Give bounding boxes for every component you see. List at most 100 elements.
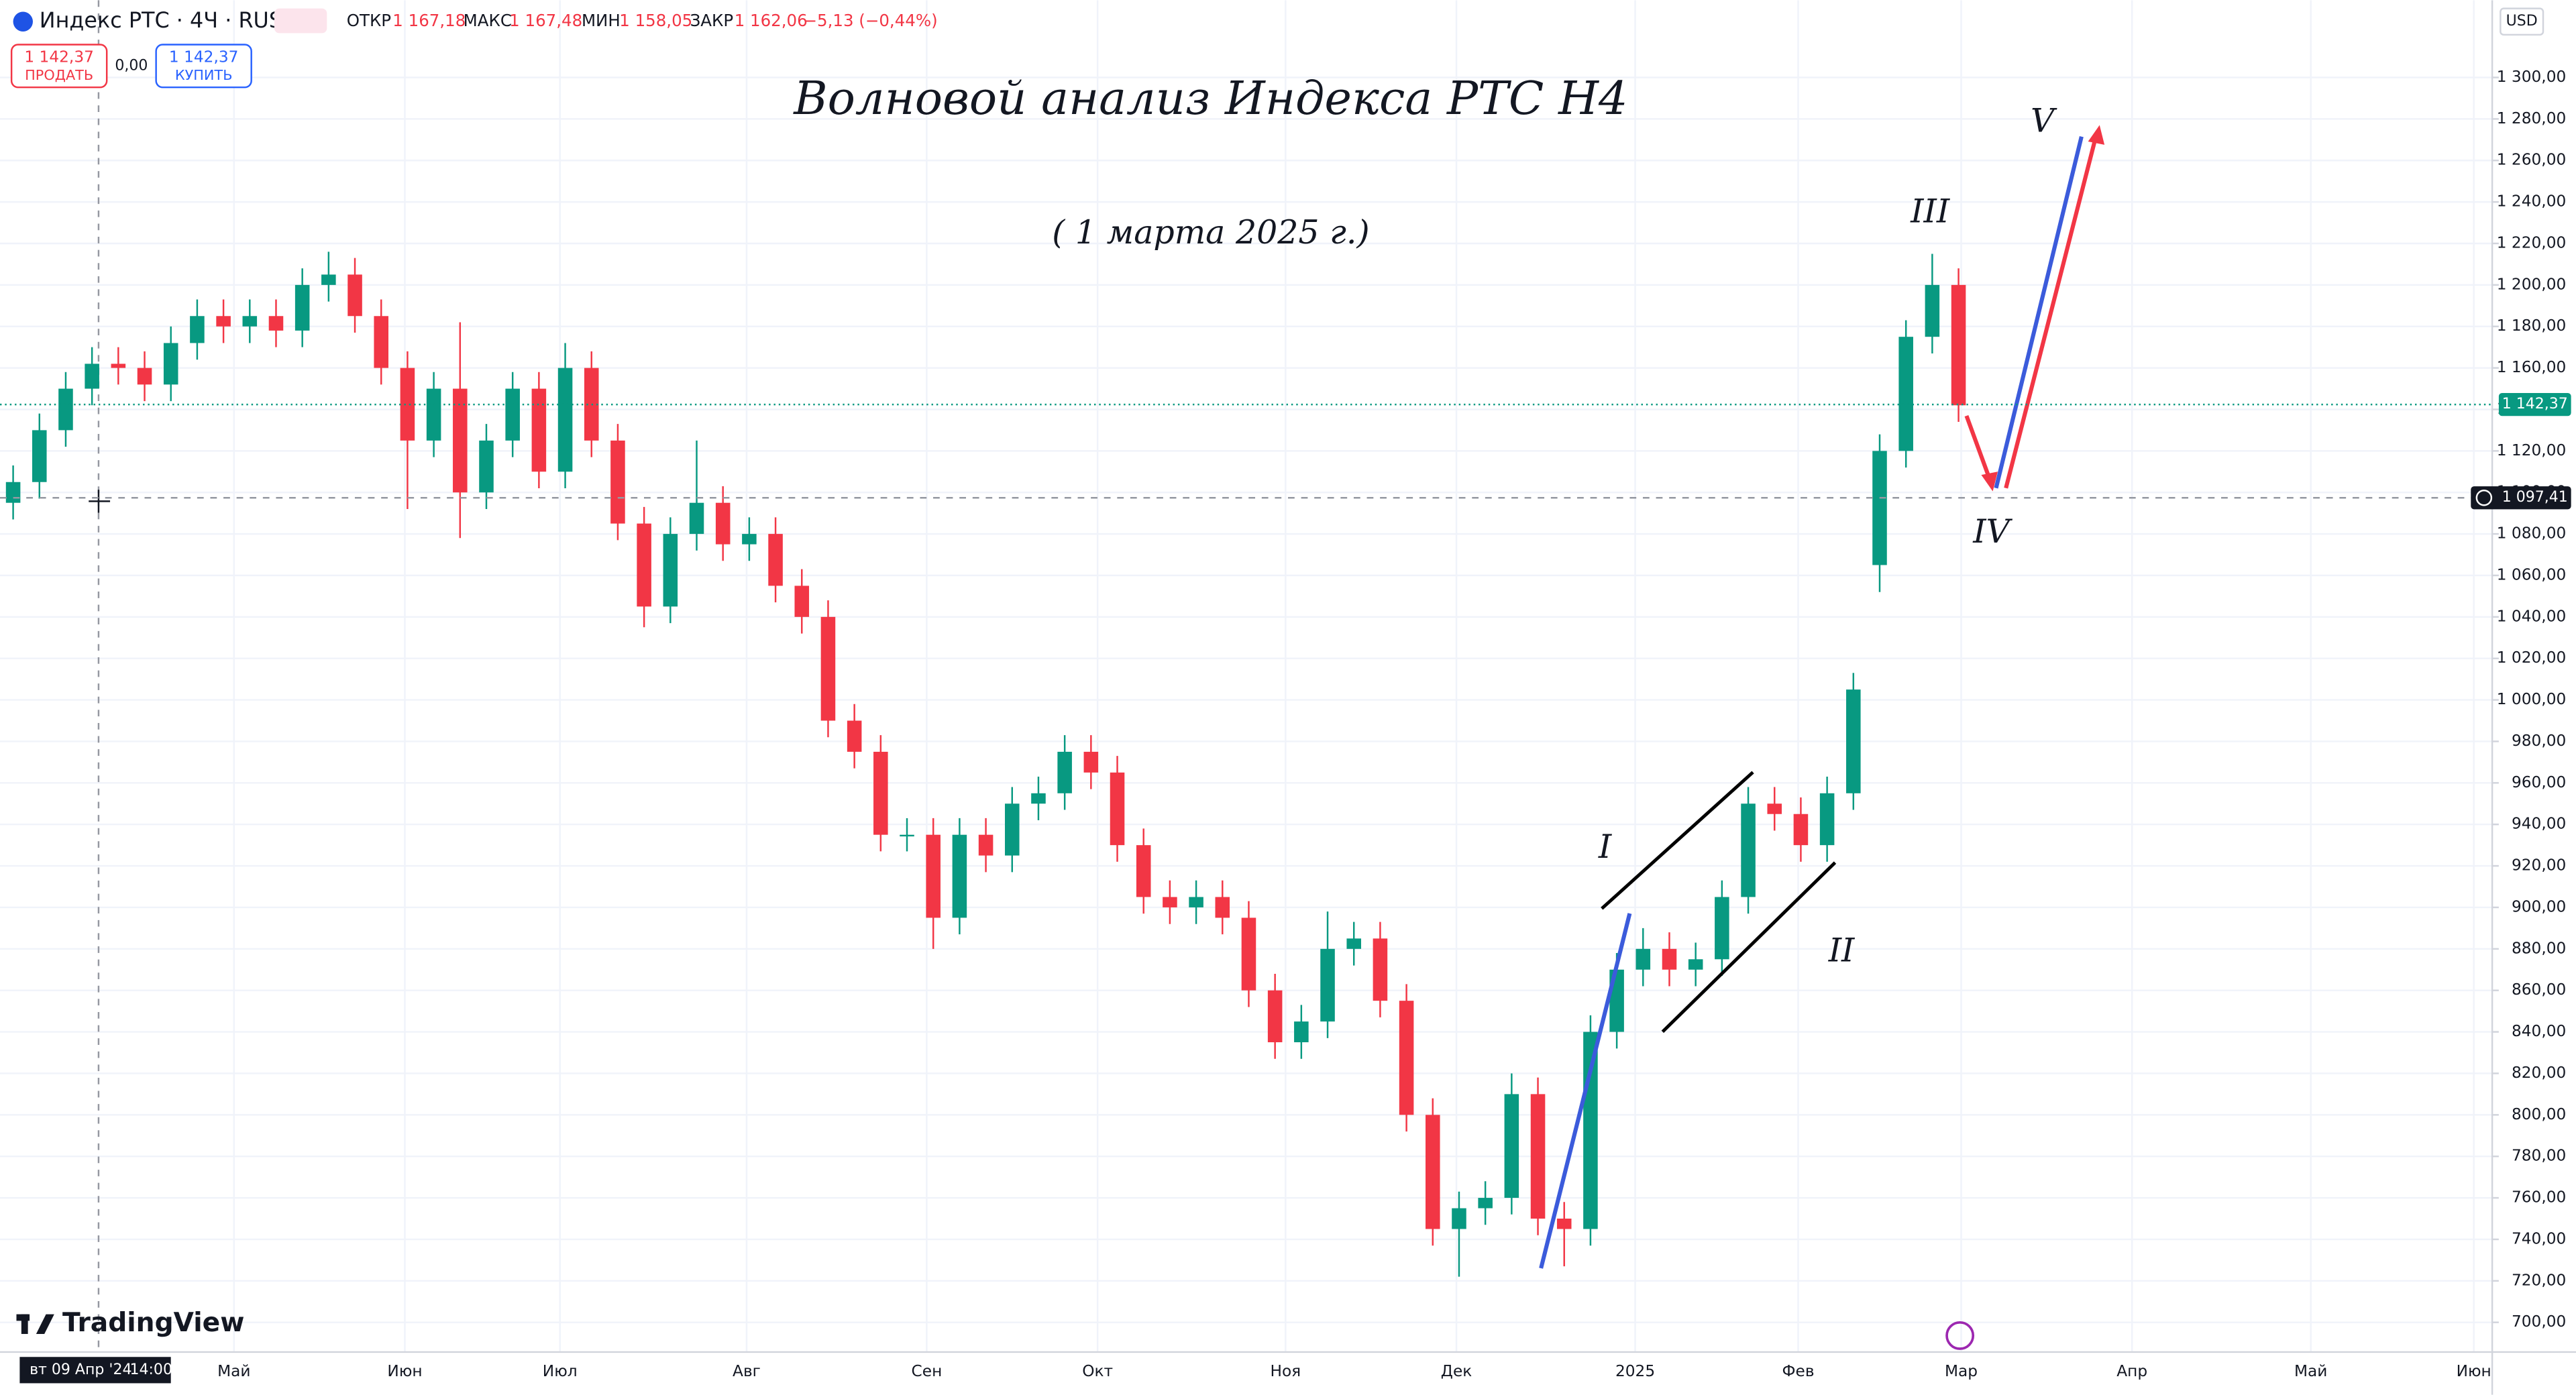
currency[interactable]: USD	[2506, 13, 2538, 30]
x-tick-label: Май	[2294, 1362, 2327, 1380]
buy-price[interactable]: 1 142,37	[169, 48, 239, 66]
y-tick-label: 1 000,00	[2497, 690, 2567, 708]
sell-price[interactable]: 1 142,37	[24, 48, 94, 66]
candle-body	[1819, 793, 1835, 846]
y-tick-label: 1 160,00	[2497, 358, 2567, 376]
candle-body	[216, 316, 231, 327]
x-tick-label: Июн	[387, 1362, 422, 1380]
ohlc-label: ОТКР	[347, 11, 391, 30]
y-tick-label: 860,00	[2512, 981, 2566, 999]
y-tick-label: 1 040,00	[2497, 607, 2567, 625]
y-tick-label: 700,00	[2512, 1313, 2566, 1331]
candle-body	[847, 720, 862, 752]
chart-title: Волновой анализ Индекса РТС H4	[792, 72, 1627, 125]
candle-body	[1925, 284, 1940, 337]
candle-body	[190, 316, 205, 343]
candle-body	[1031, 793, 1046, 804]
wave-label: I	[1598, 828, 1613, 866]
candle-body	[531, 388, 547, 472]
chart-subtitle: ( 1 марта 2025 г.)	[1052, 213, 1369, 252]
candles	[5, 252, 1966, 1277]
spread: 0,00	[115, 57, 148, 74]
y-tick-label: 1 220,00	[2497, 233, 2567, 252]
ohlc-value: 1 167,48	[509, 11, 582, 30]
candle-body	[1556, 1218, 1572, 1229]
candle-body	[1715, 897, 1729, 960]
y-tick-label: 1 280,00	[2497, 109, 2567, 127]
candle-body	[1741, 803, 1756, 897]
last-price-box	[2498, 393, 2571, 416]
candle-body	[1057, 751, 1072, 793]
channel-line	[1661, 861, 1837, 1034]
ohlc-change: −5,13 (−0,44%)	[804, 11, 938, 30]
candle-body	[1215, 897, 1230, 918]
candle-body	[137, 368, 152, 385]
candle-body	[111, 364, 126, 368]
y-tick-label: 1 120,00	[2497, 441, 2567, 459]
ohlc-value: 1 158,05	[619, 11, 692, 30]
x-tick-label: Окт	[1082, 1362, 1113, 1380]
wave-line	[1994, 135, 2084, 489]
candle-body	[5, 482, 21, 503]
x-tick-label: Фев	[1782, 1362, 1815, 1380]
candle-body	[1241, 917, 1256, 991]
x-tick-label: Май	[217, 1362, 250, 1380]
crosshair-price-label: 1 097,41	[2502, 489, 2568, 506]
candle-body	[1452, 1208, 1466, 1229]
candle-body	[1662, 948, 1677, 970]
events-icon[interactable]	[1945, 1321, 1975, 1350]
ohlc-value: 1 162,06	[735, 11, 808, 30]
candle-body	[85, 364, 99, 389]
crosshair-date-box	[19, 1357, 171, 1384]
x-tick-label: Авг	[733, 1362, 761, 1380]
channel-line	[1601, 771, 1754, 910]
candle-body	[242, 316, 258, 327]
y-tick-label: 1 200,00	[2497, 275, 2567, 293]
y-tick-label: 920,00	[2512, 856, 2566, 875]
y-tick-label: 740,00	[2512, 1229, 2566, 1247]
watermark[interactable]: TradingView	[62, 1308, 244, 1338]
candle-body	[1478, 1198, 1493, 1209]
sell-label[interactable]: ПРОДАТЬ	[25, 67, 93, 83]
candle-body	[1110, 772, 1125, 846]
x-tick-label: Сен	[912, 1362, 943, 1380]
symbol[interactable]: Индекс РТС · 4Ч · RUS	[40, 7, 282, 33]
candle-body	[347, 274, 362, 317]
y-tick-label: 1 060,00	[2497, 565, 2567, 583]
flag-icon	[13, 11, 33, 32]
y-tick-label: 900,00	[2512, 897, 2566, 915]
candle-body	[1872, 451, 1887, 565]
buy-label[interactable]: КУПИТЬ	[175, 67, 233, 83]
wave-arrow	[1964, 414, 1994, 484]
x-tick-label: Июн	[2457, 1362, 2491, 1380]
logo	[36, 1314, 54, 1334]
candle-body	[1189, 897, 1203, 907]
ohlc-label: МИН	[582, 11, 621, 30]
y-tick-label: 820,00	[2512, 1064, 2566, 1082]
y-tick-label: 800,00	[2512, 1105, 2566, 1123]
buy-button[interactable]	[155, 44, 252, 89]
candle-body	[32, 430, 47, 482]
wave-label: II	[1828, 931, 1856, 969]
candle-body	[1163, 897, 1177, 907]
candle-body	[321, 274, 336, 285]
y-tick-label: 880,00	[2512, 939, 2566, 957]
y-tick-label: 720,00	[2512, 1271, 2566, 1289]
wave-label: IV	[1972, 512, 2012, 551]
candle-body	[294, 284, 310, 331]
candle-body	[268, 316, 284, 331]
wave-line	[1539, 913, 1632, 1269]
candle-body	[557, 368, 573, 472]
y-tick-label: 940,00	[2512, 815, 2566, 833]
x-tick-label: Июл	[543, 1362, 578, 1380]
indicator-toggle[interactable]	[274, 8, 327, 34]
candle-body	[1767, 803, 1782, 814]
candle-body	[400, 368, 415, 441]
candle-body	[1793, 814, 1809, 846]
currency-box[interactable]	[2500, 7, 2544, 36]
candle-body	[1136, 845, 1151, 897]
y-tick-label: 1 180,00	[2497, 317, 2567, 335]
sell-button[interactable]	[10, 44, 108, 89]
